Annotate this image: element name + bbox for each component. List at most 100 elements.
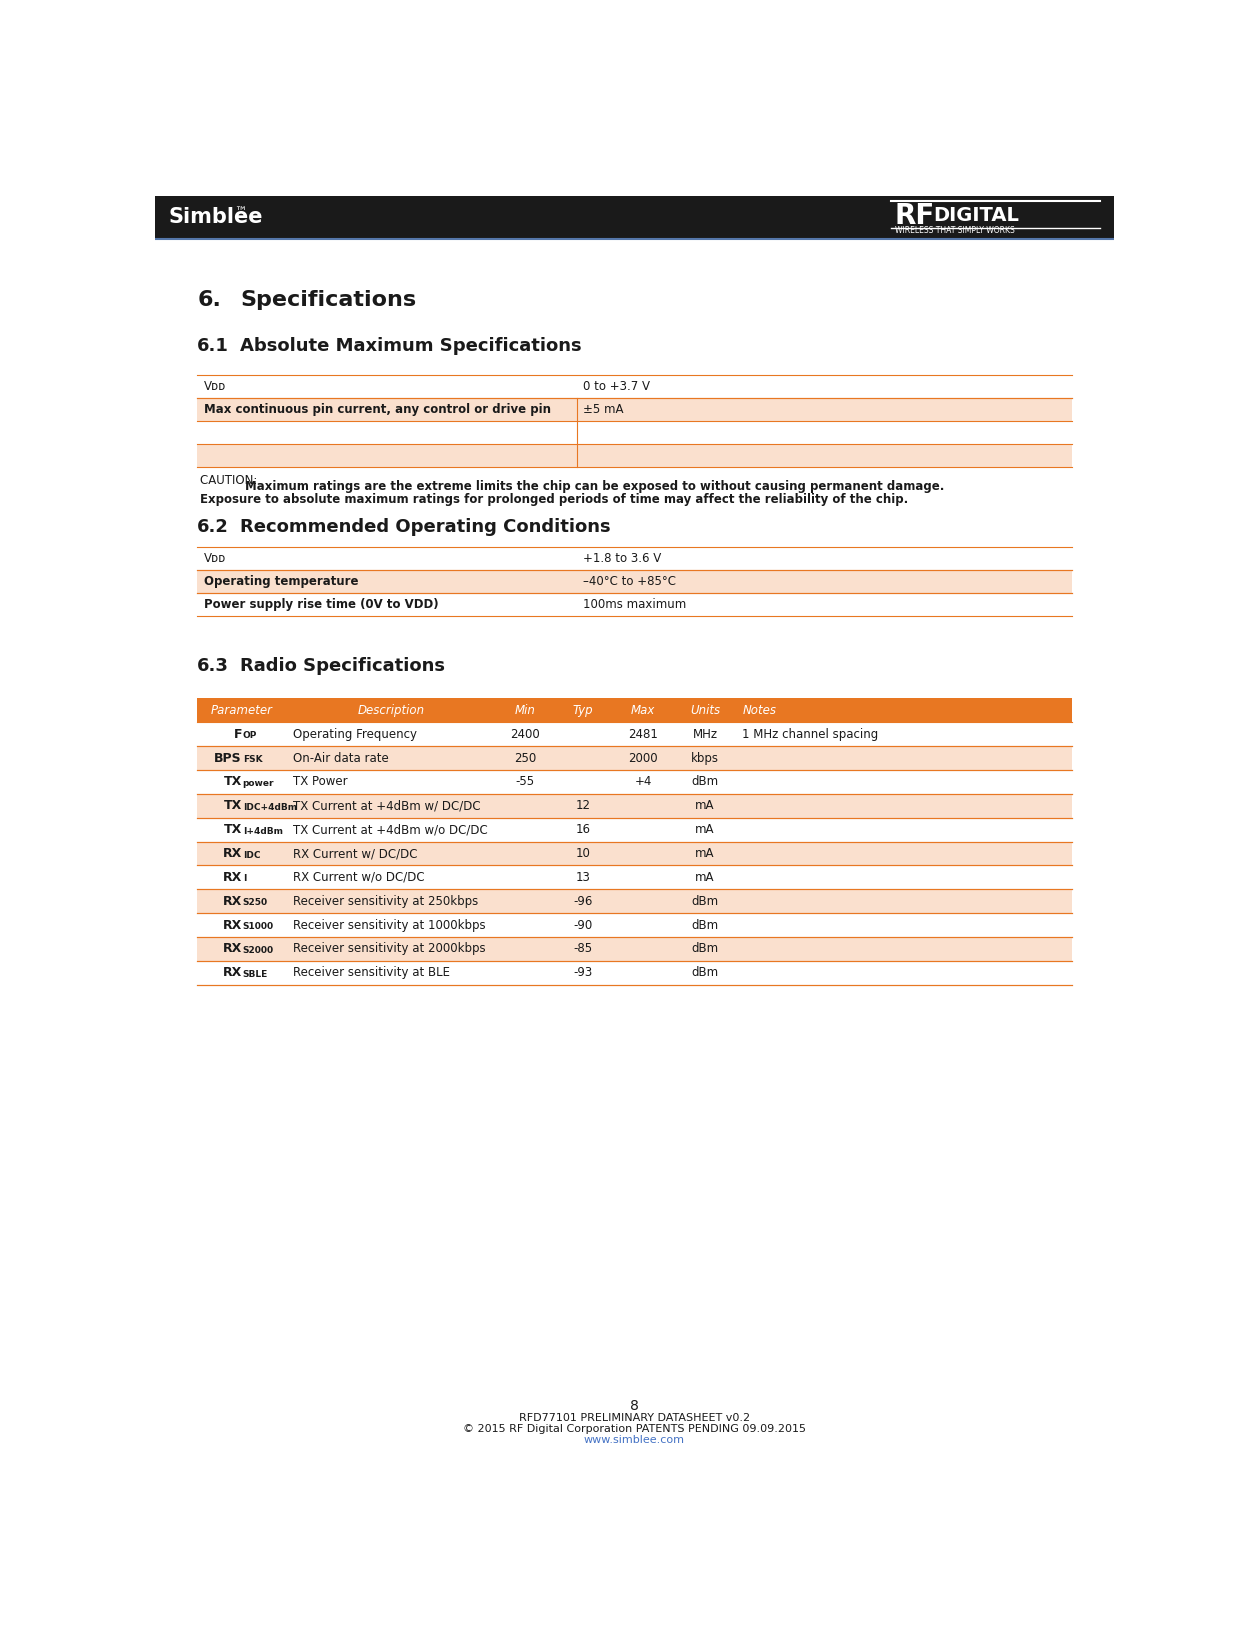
Text: 1 MHz channel spacing: 1 MHz channel spacing (743, 728, 879, 741)
Text: 12: 12 (576, 800, 591, 813)
Text: S2000: S2000 (243, 946, 274, 955)
Text: 6.: 6. (197, 290, 222, 311)
Text: dBm: dBm (692, 942, 718, 955)
Text: -85: -85 (573, 942, 593, 955)
Text: -55: -55 (515, 775, 535, 789)
Text: © 2015 RF Digital Corporation PATENTS PENDING 09.09.2015: © 2015 RF Digital Corporation PATENTS PE… (463, 1423, 806, 1435)
Text: 8: 8 (630, 1399, 639, 1414)
Text: 13: 13 (576, 870, 591, 883)
Bar (197, 841, 1072, 865)
Text: Description: Description (358, 703, 425, 717)
Text: F: F (234, 728, 241, 741)
Text: Exposure to absolute maximum ratings for prolonged periods of time may affect th: Exposure to absolute maximum ratings for… (201, 492, 909, 506)
Text: RF: RF (895, 201, 935, 231)
Text: dBm: dBm (692, 919, 718, 931)
Text: RFD77101 PRELIMINARY DATASHEET v0.2: RFD77101 PRELIMINARY DATASHEET v0.2 (519, 1414, 750, 1423)
Text: Notes: Notes (743, 703, 776, 717)
Text: ™: ™ (234, 206, 248, 219)
Text: 100ms maximum: 100ms maximum (583, 597, 687, 610)
Text: SBLE: SBLE (243, 970, 267, 978)
Bar (197, 546, 1072, 569)
Text: S250: S250 (243, 898, 267, 908)
Text: dBm: dBm (692, 895, 718, 908)
Text: TX Current at +4dBm w/ DC/DC: TX Current at +4dBm w/ DC/DC (292, 800, 480, 813)
Text: -90: -90 (573, 919, 593, 931)
Bar (197, 913, 1072, 937)
Text: Typ: Typ (573, 703, 593, 717)
Text: Simblee: Simblee (168, 208, 264, 227)
Text: BPS: BPS (214, 751, 241, 764)
Text: Max continuous pin current, any control or drive pin: Max continuous pin current, any control … (203, 402, 551, 416)
Text: I: I (243, 874, 246, 883)
Bar (197, 818, 1072, 841)
Bar (155, 196, 1114, 239)
Text: On-Air data rate: On-Air data rate (292, 751, 389, 764)
Text: TX: TX (224, 800, 241, 813)
Text: TX Power: TX Power (292, 775, 348, 789)
Text: I+4dBm: I+4dBm (243, 826, 282, 836)
Text: ±5 mA: ±5 mA (583, 402, 624, 416)
Text: RX: RX (223, 895, 241, 908)
Text: kbps: kbps (691, 751, 719, 764)
Bar (197, 420, 1072, 445)
Text: FSK: FSK (243, 756, 262, 764)
Text: Receiver sensitivity at 250kbps: Receiver sensitivity at 250kbps (292, 895, 478, 908)
Text: Units: Units (690, 703, 721, 717)
Text: IDC+4dBm: IDC+4dBm (243, 803, 297, 811)
Bar (197, 592, 1072, 617)
Text: 16: 16 (576, 823, 591, 836)
Text: Operating Frequency: Operating Frequency (292, 728, 417, 741)
Text: Receiver sensitivity at 2000kbps: Receiver sensitivity at 2000kbps (292, 942, 485, 955)
Text: Maximum ratings are the extreme limits the chip can be exposed to without causin: Maximum ratings are the extreme limits t… (245, 481, 945, 494)
Text: Min: Min (514, 703, 535, 717)
Bar (197, 865, 1072, 890)
Bar (197, 771, 1072, 793)
Text: RX: RX (223, 870, 241, 883)
Bar (197, 960, 1072, 985)
Text: dBm: dBm (692, 775, 718, 789)
Bar (197, 721, 1072, 746)
Text: dBm: dBm (692, 967, 718, 980)
Bar (197, 699, 1072, 721)
Text: +4: +4 (634, 775, 651, 789)
Text: mA: mA (696, 870, 714, 883)
Text: 10: 10 (576, 847, 591, 861)
Text: -96: -96 (573, 895, 593, 908)
Text: 250: 250 (514, 751, 536, 764)
Text: Vᴅᴅ: Vᴅᴅ (203, 380, 225, 393)
Text: TX Current at +4dBm w/o DC/DC: TX Current at +4dBm w/o DC/DC (292, 823, 488, 836)
Text: 6.3: 6.3 (197, 658, 229, 676)
Text: WIRELESS THAT SIMPLY WORKS: WIRELESS THAT SIMPLY WORKS (895, 226, 1015, 236)
Bar (197, 445, 1072, 468)
Text: +1.8 to 3.6 V: +1.8 to 3.6 V (583, 551, 661, 564)
Text: mA: mA (696, 847, 714, 861)
Text: mA: mA (696, 800, 714, 813)
Text: RX: RX (223, 847, 241, 861)
Text: 6.1: 6.1 (197, 337, 229, 355)
Text: RX: RX (223, 919, 241, 931)
Bar (197, 793, 1072, 818)
Text: RX Current w/o DC/DC: RX Current w/o DC/DC (292, 870, 425, 883)
Text: Parameter: Parameter (210, 703, 272, 717)
Text: IDC: IDC (243, 851, 260, 859)
Text: Radio Specifications: Radio Specifications (240, 658, 444, 676)
Text: 6.2: 6.2 (197, 519, 229, 537)
Text: mA: mA (696, 823, 714, 836)
Text: OP: OP (243, 731, 258, 739)
Text: 2400: 2400 (510, 728, 540, 741)
Text: 2000: 2000 (628, 751, 657, 764)
Text: RX Current w/ DC/DC: RX Current w/ DC/DC (292, 847, 417, 861)
Text: -93: -93 (573, 967, 593, 980)
Text: RX: RX (223, 967, 241, 980)
Text: www.simblee.com: www.simblee.com (584, 1435, 685, 1445)
Text: TX: TX (224, 823, 241, 836)
Bar (197, 375, 1072, 398)
Text: Receiver sensitivity at BLE: Receiver sensitivity at BLE (292, 967, 449, 980)
Text: power: power (243, 779, 274, 789)
Text: DIGITAL: DIGITAL (933, 206, 1020, 226)
Text: CAUTION:: CAUTION: (201, 474, 261, 488)
Text: Recommended Operating Conditions: Recommended Operating Conditions (240, 519, 610, 537)
Text: Power supply rise time (0V to VDD): Power supply rise time (0V to VDD) (203, 597, 438, 610)
Bar (197, 937, 1072, 960)
Bar (197, 890, 1072, 913)
